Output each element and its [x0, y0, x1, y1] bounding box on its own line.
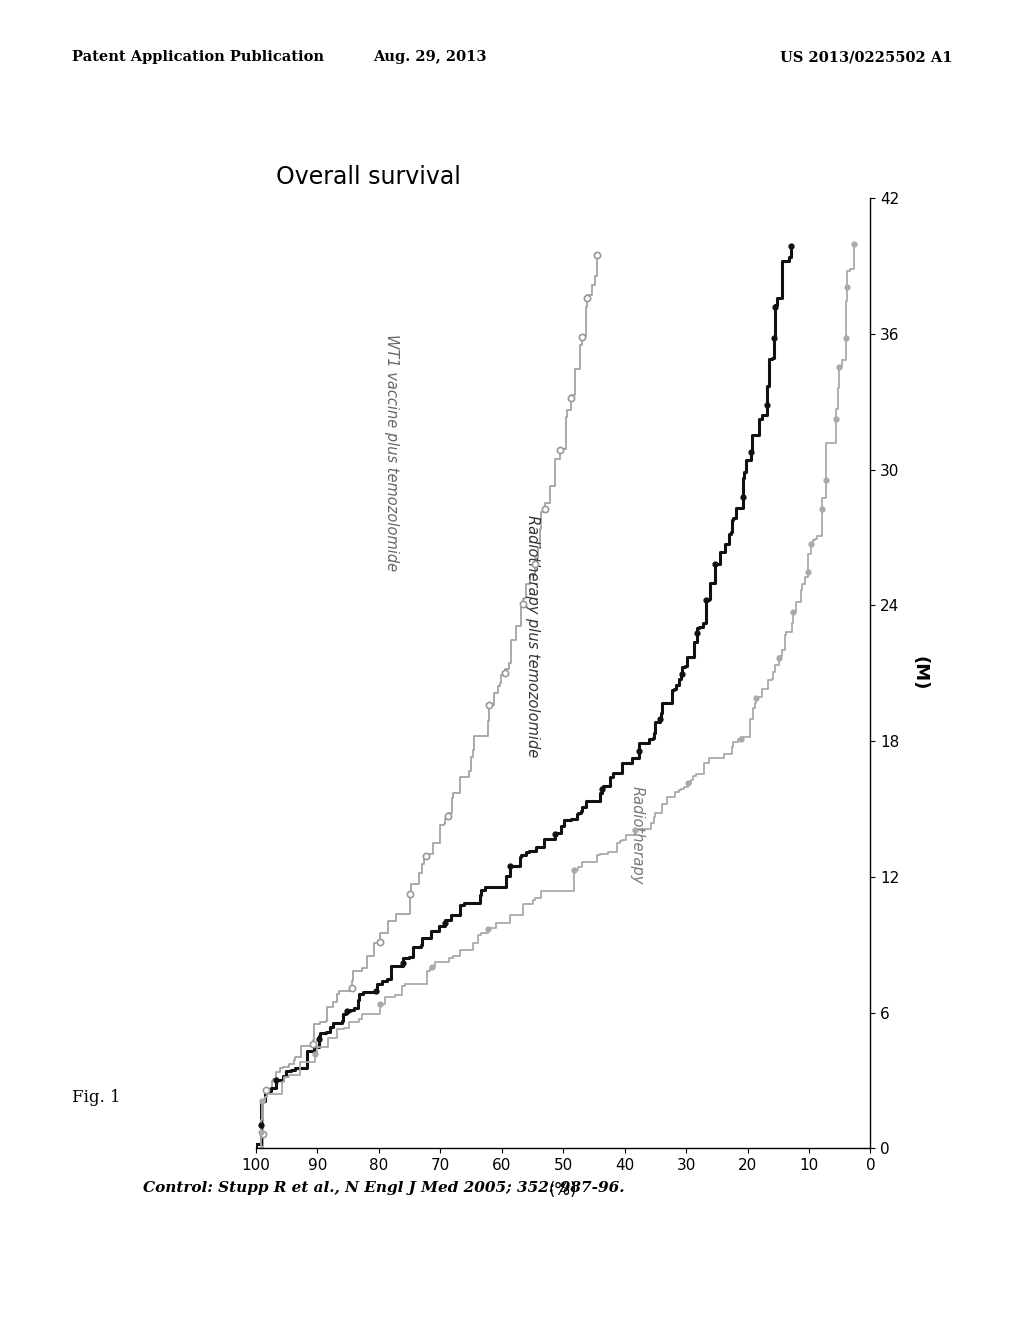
Y-axis label: (M): (M): [910, 656, 929, 690]
X-axis label: (%): (%): [549, 1181, 578, 1200]
Text: Overall survival: Overall survival: [276, 165, 462, 189]
Text: WT1 vaccine plus temozolomide: WT1 vaccine plus temozolomide: [384, 334, 398, 570]
Text: US 2013/0225502 A1: US 2013/0225502 A1: [780, 50, 952, 65]
Text: Fig. 1: Fig. 1: [72, 1089, 120, 1106]
Text: Patent Application Publication: Patent Application Publication: [72, 50, 324, 65]
Text: Control: Stupp R et al., N Engl J Med 2005; 352: 987-96.: Control: Stupp R et al., N Engl J Med 20…: [143, 1181, 625, 1196]
Text: Radiotherapy: Radiotherapy: [630, 787, 644, 884]
Text: Aug. 29, 2013: Aug. 29, 2013: [374, 50, 486, 65]
Text: Radiotherapy plus temozolomide: Radiotherapy plus temozolomide: [525, 515, 540, 758]
